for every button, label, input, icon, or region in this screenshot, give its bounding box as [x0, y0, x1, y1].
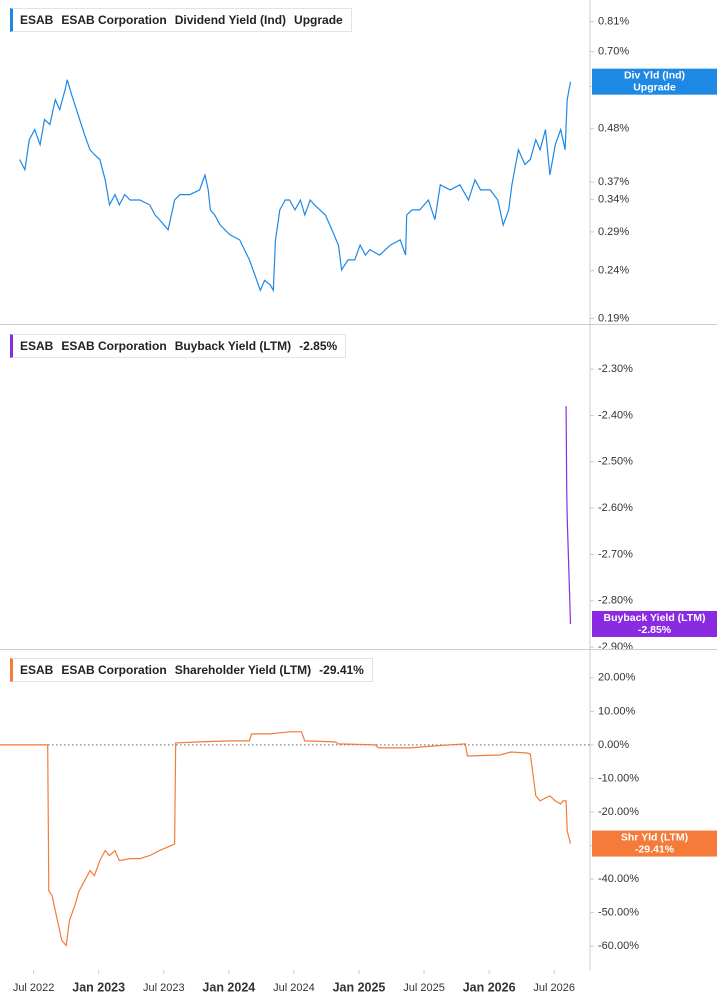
x-tick-label: Jan 2024: [202, 980, 255, 994]
legend-series: Shareholder Yield (LTM): [174, 663, 312, 677]
y-tick-label: -2.30%: [598, 363, 633, 375]
badge-value: Upgrade: [633, 81, 676, 93]
legend-series: Buyback Yield (LTM): [174, 339, 292, 353]
y-tick-label: 0.19%: [598, 312, 629, 324]
y-tick-label: -2.50%: [598, 456, 633, 468]
legend: ESAB ESAB Corporation Dividend Yield (Ind)…: [10, 8, 352, 32]
badge-box: [592, 830, 717, 857]
x-tick-label: Jul 2023: [143, 982, 185, 994]
y-tick-label: 0.81%: [598, 15, 629, 27]
badge-name: Buyback Yield (LTM): [604, 612, 706, 624]
y-tick-label: 0.70%: [598, 45, 629, 57]
y-tick-label: 0.24%: [598, 265, 629, 277]
badge: Buyback Yield (LTM)-2.85%: [592, 610, 717, 637]
legend-series: Dividend Yield (Ind): [174, 13, 287, 27]
y-tick-label: -2.80%: [598, 595, 633, 607]
y-tick-label: -50.00%: [598, 907, 639, 919]
y-tick-label: -2.90%: [598, 641, 633, 653]
legend-value: -2.85%: [299, 339, 338, 353]
y-tick-label: -10.00%: [598, 772, 639, 784]
y-tick-label: 0.29%: [598, 226, 629, 238]
company: ESAB Corporation: [61, 13, 167, 27]
y-tick-label: 0.37%: [598, 176, 629, 188]
y-tick-label: -2.70%: [598, 548, 633, 560]
x-tick-label: Jan 2026: [463, 980, 516, 994]
legend-value[interactable]: Upgrade: [294, 13, 343, 27]
legend: ESAB ESAB Corporation Shareholder Yield (L…: [10, 658, 373, 682]
company: ESAB Corporation: [61, 339, 167, 353]
badge-name: Shr Yld (LTM): [621, 831, 688, 843]
legend: ESAB ESAB Corporation Buyback Yield (LTM) -…: [10, 334, 347, 358]
y-tick-label: 0.00%: [598, 739, 629, 751]
badge-value: -29.41%: [635, 843, 675, 855]
x-tick-label: Jan 2023: [72, 980, 125, 994]
y-tick-label: 20.00%: [598, 672, 636, 684]
y-tick-label: -60.00%: [598, 940, 639, 952]
badge-box: [592, 68, 717, 95]
y-tick-label: -20.00%: [598, 806, 639, 818]
x-tick-label: Jul 2024: [273, 982, 315, 994]
y-tick-label: -2.60%: [598, 502, 633, 514]
company: ESAB Corporation: [61, 663, 167, 677]
x-tick-label: Jul 2025: [403, 982, 445, 994]
x-tick-label: Jul 2026: [533, 982, 575, 994]
ticker: ESAB: [20, 13, 54, 27]
y-tick-label: 0.34%: [598, 193, 629, 205]
legend-value: -29.41%: [319, 663, 364, 677]
series-line: [18, 79, 572, 293]
ticker: ESAB: [20, 663, 54, 677]
y-tick-label: 0.48%: [598, 123, 629, 135]
series-line: [0, 731, 572, 947]
badge-box: [592, 610, 717, 637]
y-tick-label: -2.40%: [598, 409, 633, 421]
badge: Shr Yld (LTM)-29.41%: [592, 830, 717, 857]
ticker: ESAB: [20, 339, 54, 353]
badge: Div Yld (Ind)Upgrade: [592, 68, 717, 95]
x-tick-label: Jul 2022: [13, 982, 55, 994]
x-tick-label: Jan 2025: [333, 980, 386, 994]
badge-value: -2.85%: [638, 624, 672, 636]
y-tick-label: 10.00%: [598, 705, 636, 717]
y-tick-label: -40.00%: [598, 873, 639, 885]
badge-name: Div Yld (Ind): [624, 69, 685, 81]
series-line: [565, 406, 572, 625]
